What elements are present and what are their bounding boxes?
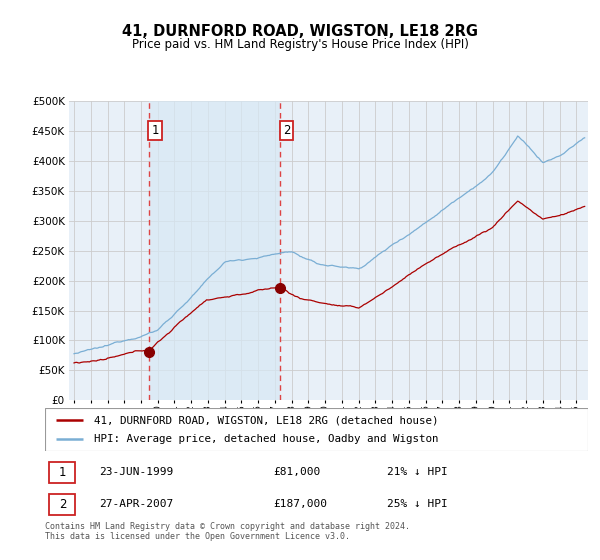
Text: Price paid vs. HM Land Registry's House Price Index (HPI): Price paid vs. HM Land Registry's House …: [131, 38, 469, 51]
Text: 41, DURNFORD ROAD, WIGSTON, LE18 2RG (detached house): 41, DURNFORD ROAD, WIGSTON, LE18 2RG (de…: [94, 415, 439, 425]
Text: 2: 2: [283, 124, 290, 137]
Text: 21% ↓ HPI: 21% ↓ HPI: [387, 467, 448, 477]
Text: 23-JUN-1999: 23-JUN-1999: [100, 467, 173, 477]
Text: £81,000: £81,000: [273, 467, 320, 477]
Text: 2: 2: [59, 498, 66, 511]
Text: 41, DURNFORD ROAD, WIGSTON, LE18 2RG: 41, DURNFORD ROAD, WIGSTON, LE18 2RG: [122, 24, 478, 39]
Text: 27-APR-2007: 27-APR-2007: [100, 499, 173, 509]
Text: 25% ↓ HPI: 25% ↓ HPI: [387, 499, 448, 509]
Text: 1: 1: [59, 466, 66, 479]
Text: Contains HM Land Registry data © Crown copyright and database right 2024.
This d: Contains HM Land Registry data © Crown c…: [45, 522, 410, 542]
Text: £187,000: £187,000: [273, 499, 327, 509]
Text: 1: 1: [151, 124, 159, 137]
Bar: [49, 461, 76, 483]
Bar: [149, 101, 280, 400]
Text: HPI: Average price, detached house, Oadby and Wigston: HPI: Average price, detached house, Oadb…: [94, 434, 439, 444]
Bar: [49, 493, 76, 515]
